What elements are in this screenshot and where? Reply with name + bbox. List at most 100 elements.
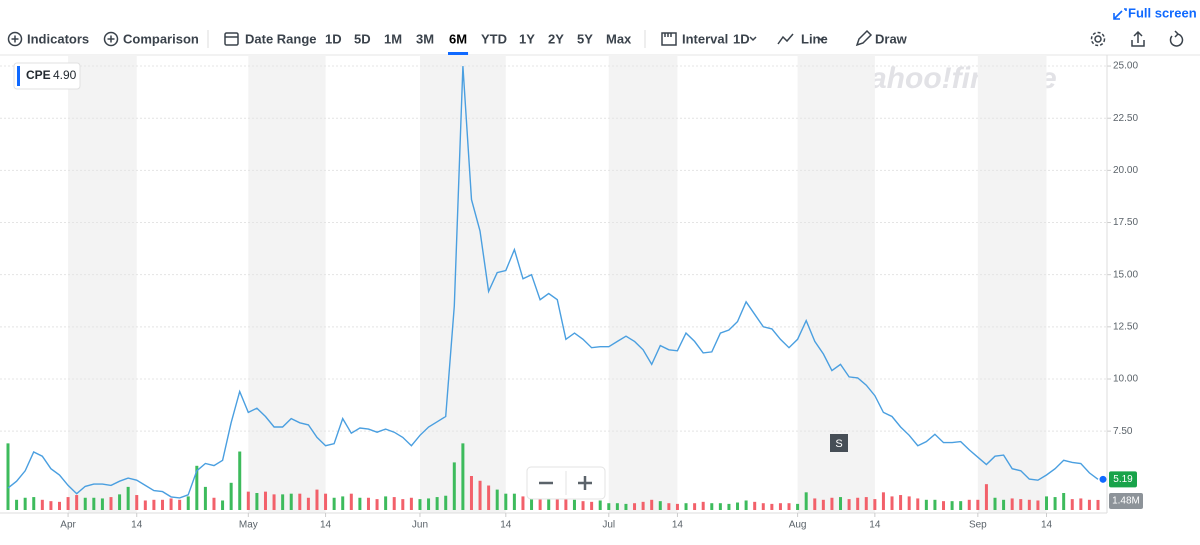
volume-bar <box>890 496 894 510</box>
volume-bar <box>821 499 825 510</box>
volume-bar <box>186 496 190 510</box>
volume-bar <box>160 499 164 510</box>
volume-bar <box>770 503 774 510</box>
volume-bar <box>32 497 36 510</box>
range-button[interactable]: 1D <box>325 31 342 46</box>
range-selected <box>448 52 469 55</box>
volume-bar <box>461 443 465 510</box>
date-range-button[interactable]: Date Range <box>245 31 317 46</box>
volume-bar <box>1019 499 1023 510</box>
price-badge-label: 5.19 <box>1113 474 1133 485</box>
volume-bar <box>178 499 182 510</box>
volume-bar <box>1010 498 1014 510</box>
plot-area: 7.50 10.00 12.50 15.00 17.50 20.00 22.50 25.00 A… <box>0 55 1143 531</box>
range-button[interactable]: 5Y <box>577 31 593 46</box>
volume-bar <box>306 497 310 510</box>
y-tick-label: 10.00 <box>1113 374 1138 385</box>
volume-bar <box>452 462 456 510</box>
volume-bar <box>761 503 765 510</box>
volume-bar <box>547 496 551 510</box>
volume-bar <box>572 499 576 510</box>
indicators-button[interactable]: Indicators <box>27 31 89 46</box>
range-button[interactable]: 6M <box>449 31 467 46</box>
volume-bar <box>487 485 491 510</box>
range-button[interactable]: 2Y <box>548 31 564 46</box>
range-button[interactable]: 1M <box>384 31 402 46</box>
volume-bar <box>512 493 516 510</box>
volume-bar <box>590 501 594 510</box>
volume-bar <box>1096 499 1100 510</box>
volume-bar <box>555 497 559 510</box>
volume-bar <box>1062 493 1066 510</box>
volume-bar <box>109 497 113 510</box>
volume-bar <box>229 482 233 510</box>
volume-bar <box>675 503 679 510</box>
x-tick-label: 14 <box>869 520 881 531</box>
volume-bar <box>1036 500 1040 510</box>
volume-badge <box>1109 493 1143 509</box>
volume-bar <box>907 496 911 510</box>
y-tick-label: 7.50 <box>1113 426 1133 437</box>
volume-bar <box>504 493 508 510</box>
range-button[interactable]: 1Y <box>519 31 535 46</box>
volume-bar <box>349 493 353 510</box>
volume-bar <box>667 503 671 510</box>
y-tick-label: 17.50 <box>1113 217 1138 228</box>
volume-bar <box>830 497 834 510</box>
volume-bar <box>864 497 868 510</box>
volume-bar <box>607 503 611 510</box>
full-screen[interactable]: Full screen <box>1128 5 1197 20</box>
volume-bar <box>813 498 817 510</box>
toolbar: Full screen Indicators Comparison Date R… <box>27 5 1197 55</box>
volume-bar <box>6 443 10 510</box>
volume-bar <box>49 501 53 510</box>
volume-bar <box>624 503 628 510</box>
x-tick-label: Jun <box>412 520 428 531</box>
volume-bar <box>950 501 954 510</box>
volume-bar <box>366 497 370 510</box>
volume-bar <box>718 503 722 510</box>
volume-bar <box>598 500 602 510</box>
volume-bar <box>753 501 757 510</box>
comparison-button[interactable]: Comparison <box>123 31 199 46</box>
x-tick-label: 14 <box>1041 520 1053 531</box>
volume-bar <box>143 500 147 510</box>
y-tick-label: 22.50 <box>1113 113 1138 124</box>
x-tick-label: 14 <box>320 520 332 531</box>
last-point <box>1099 475 1107 483</box>
x-tick-label: Aug <box>789 520 807 531</box>
volume-bar <box>933 499 937 510</box>
volume-bar <box>152 499 156 510</box>
volume-bar <box>255 493 259 510</box>
range-button[interactable]: YTD <box>481 31 507 46</box>
volume-bar <box>899 495 903 510</box>
volume-bar <box>684 503 688 510</box>
interval-button[interactable]: Interval <box>682 31 728 46</box>
chart-style-button[interactable]: Line <box>801 31 828 46</box>
draw-button[interactable]: Draw <box>875 31 908 46</box>
y-tick-label: 15.00 <box>1113 269 1138 280</box>
volume-bar <box>272 494 276 510</box>
volume-bar <box>392 497 396 510</box>
volume-bar <box>92 497 96 510</box>
month-band <box>608 55 678 513</box>
volume-bar <box>401 499 405 510</box>
interval-value[interactable]: 1D <box>733 31 750 46</box>
x-tick-label: Jul <box>602 520 615 531</box>
range-button[interactable]: 3M <box>416 31 434 46</box>
volume-bar <box>530 494 534 510</box>
volume-bar <box>289 493 293 510</box>
volume-bar <box>538 497 542 510</box>
volume-bar <box>976 499 980 510</box>
range-button[interactable]: 5D <box>354 31 371 46</box>
event-marker[interactable] <box>830 434 848 452</box>
price-badge <box>1109 471 1137 488</box>
volume-bar <box>615 503 619 510</box>
legend-symbol: CPE <box>26 68 51 82</box>
y-tick-label: 25.00 <box>1113 61 1138 72</box>
range-button[interactable]: Max <box>606 31 632 46</box>
volume-bar <box>1070 499 1074 510</box>
zoom-in[interactable] <box>578 476 592 490</box>
volume-bar <box>1087 499 1091 510</box>
